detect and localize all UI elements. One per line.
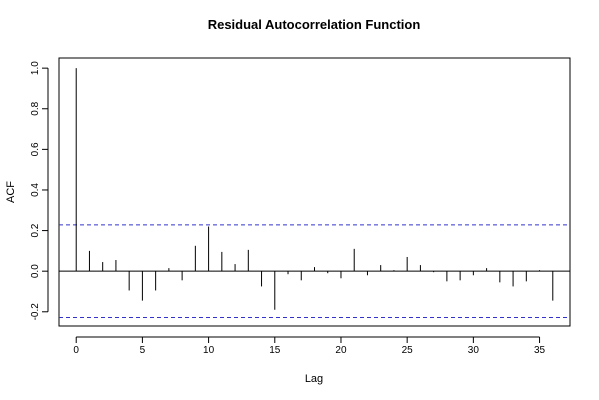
x-tick-label-4: 20 [335,345,347,356]
y-axis-label: ACF [5,181,17,203]
x-tick-label-5: 25 [402,345,414,356]
x-tick-label-0: 0 [73,345,79,356]
x-tick-label-7: 35 [534,345,546,356]
x-tick-label-2: 10 [203,345,215,356]
y-tick-label-1: 0.0 [30,264,41,278]
y-tick-label-2: 0.2 [30,223,41,237]
x-tick-label-1: 5 [140,345,146,356]
x-axis-label: Lag [305,373,323,385]
y-tick-label-6: 1.0 [30,61,41,75]
marks-group: 0 5 10 15 20 25 30 35 -0.2 0.0 0.2 0.4 0.6 0.8 1.0 [30,61,570,356]
chart-title: Residual Autocorrelation Function [208,17,421,32]
x-tick-label-3: 15 [269,345,281,356]
y-tick-label-0: -0.2 [30,303,41,321]
plot-frame [58,57,571,327]
x-tick-label-6: 30 [468,345,480,356]
y-tick-label-3: 0.4 [30,183,41,197]
y-tick-label-5: 0.8 [30,101,41,115]
y-tick-label-4: 0.6 [30,142,41,156]
